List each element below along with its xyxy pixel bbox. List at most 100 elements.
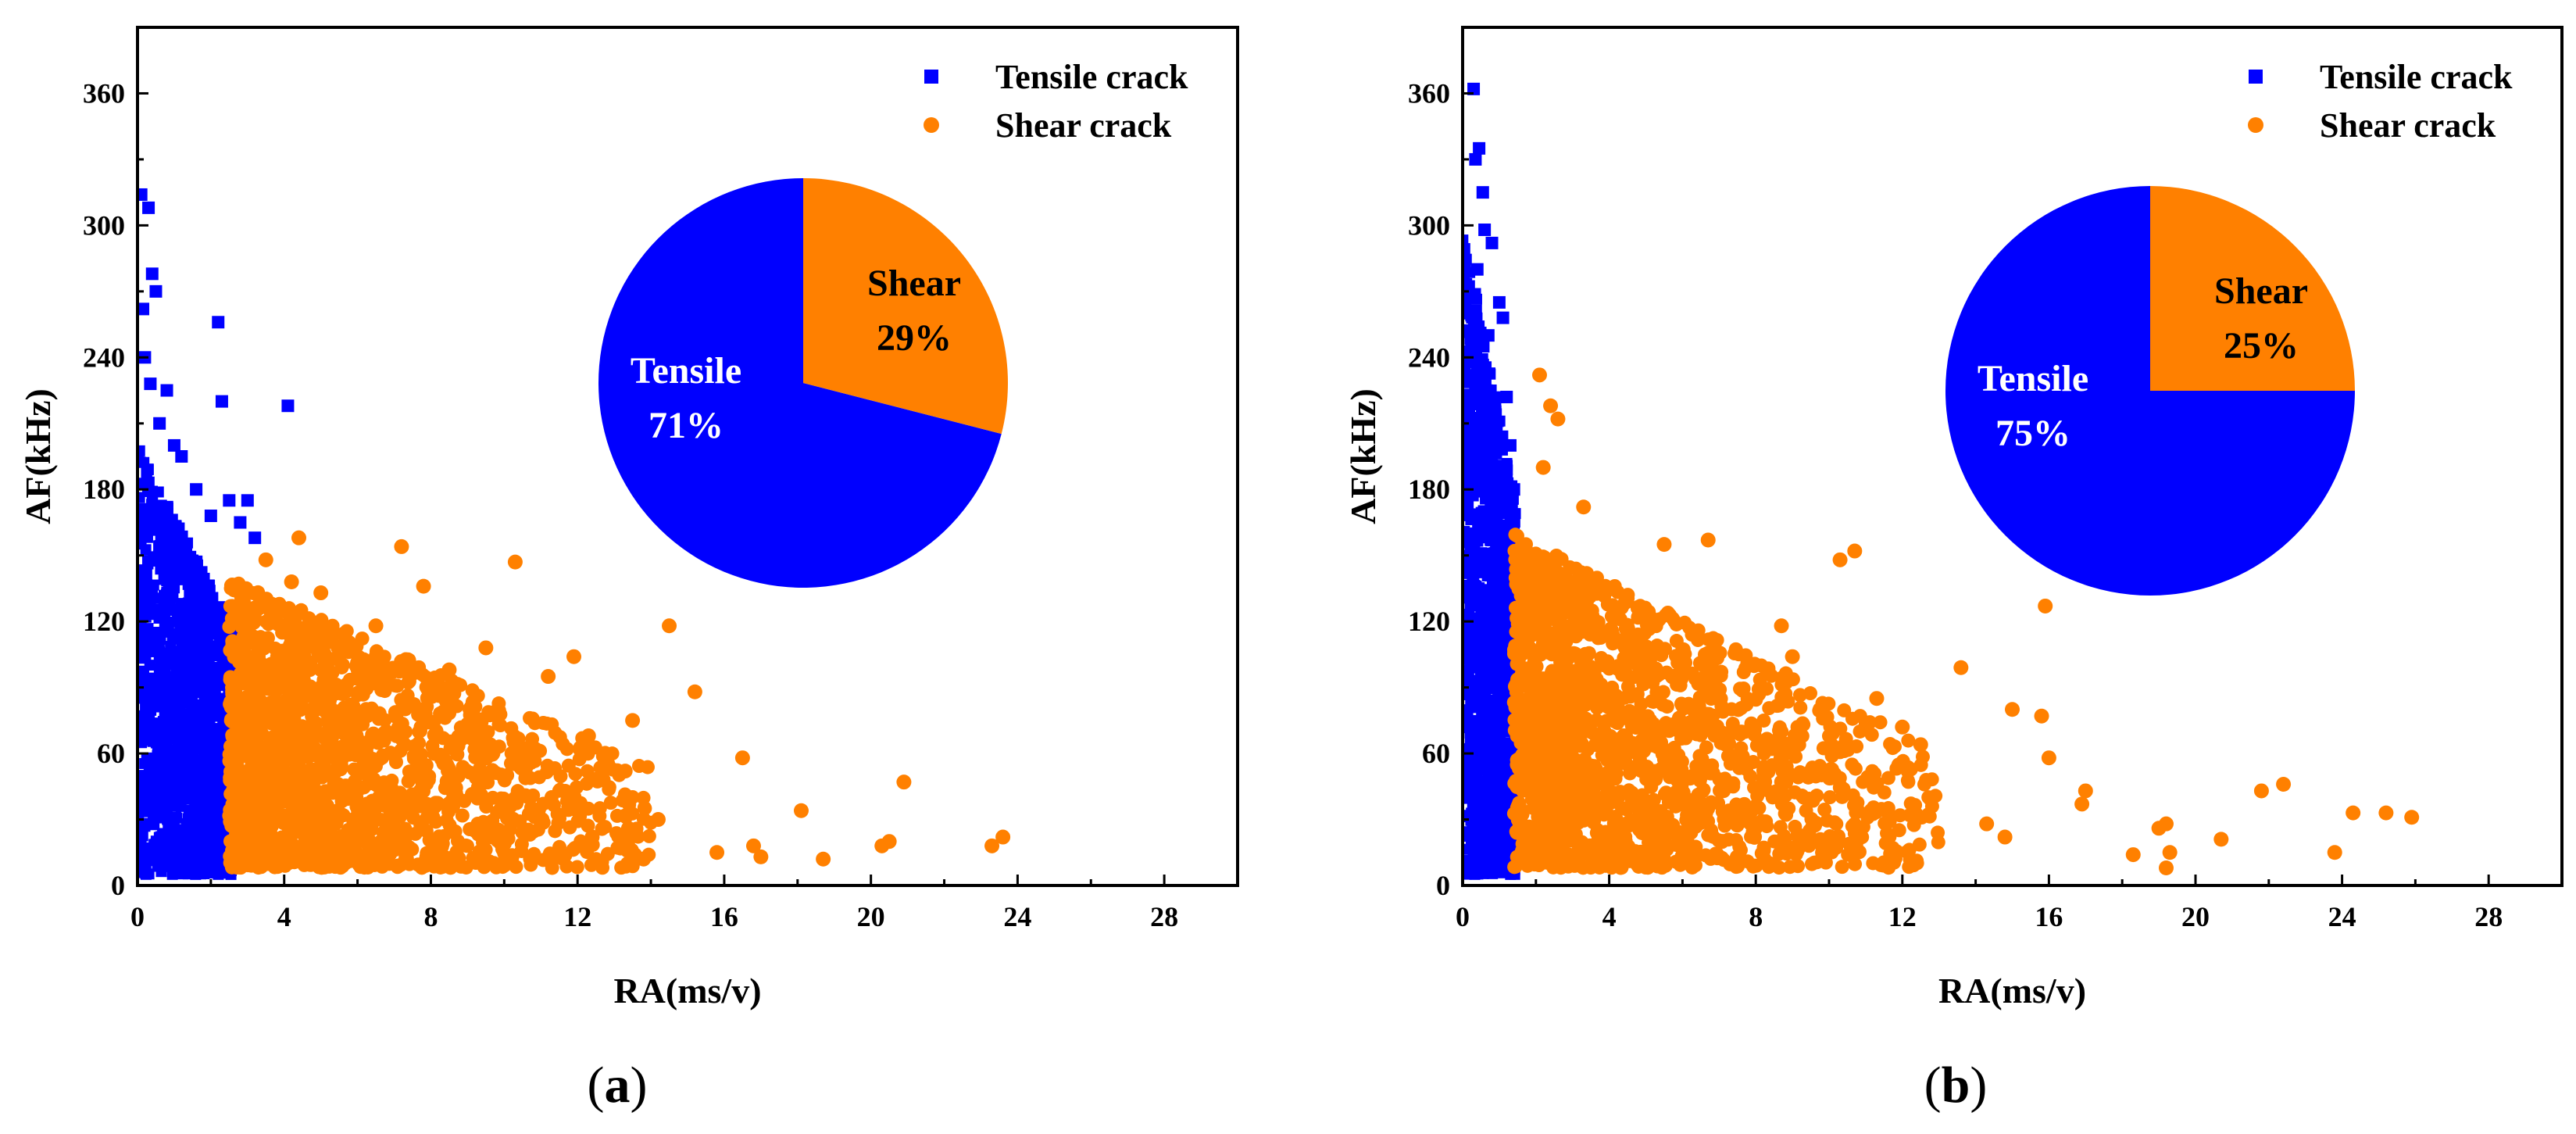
tensile-point xyxy=(145,704,157,716)
y-tick-label: 360 xyxy=(83,77,125,109)
tensile-point xyxy=(1470,431,1482,442)
x-tick-label: 16 xyxy=(710,901,738,932)
tensile-point xyxy=(166,616,178,628)
tensile-point xyxy=(1467,490,1479,502)
shear-point xyxy=(309,685,324,700)
tensile-point xyxy=(1463,854,1471,866)
shear-point xyxy=(225,729,240,744)
tensile-point xyxy=(138,737,148,749)
tensile-point xyxy=(1470,860,1482,871)
panel-a: 0 4 8 12 16 20 24 28060120180240300360RA(ms/v)A… xyxy=(18,26,1239,1114)
pie-slice-tensile xyxy=(598,178,1002,588)
tensile-point xyxy=(1463,722,1470,734)
shear-point xyxy=(503,756,518,771)
tensile-point xyxy=(175,800,187,812)
tensile-point xyxy=(1463,438,1474,450)
tensile-point xyxy=(163,513,174,524)
tensile-point xyxy=(223,494,236,507)
panel-b: 0 4 8 12 16 20 24 28060120180240300360RA(ms/v)A… xyxy=(1343,26,2563,1114)
tensile-point xyxy=(176,752,188,764)
shear-point xyxy=(222,753,237,768)
shear-point xyxy=(465,695,480,710)
shear-point xyxy=(288,770,303,785)
tensile-point xyxy=(167,438,180,452)
tensile-point xyxy=(141,752,152,764)
shear-point xyxy=(418,670,433,685)
tensile-point xyxy=(1467,587,1479,599)
tensile-point xyxy=(1468,867,1480,879)
tensile-point xyxy=(1492,416,1504,427)
tensile-point xyxy=(248,531,262,545)
tensile-point xyxy=(1463,778,1475,790)
tensile-point xyxy=(1473,641,1485,653)
shear-point xyxy=(584,857,598,872)
tensile-point xyxy=(169,648,180,660)
tensile-point xyxy=(153,757,165,768)
tensile-point xyxy=(204,803,216,815)
tensile-point xyxy=(1467,82,1481,95)
shear-point xyxy=(236,848,251,863)
y-tick-label: 240 xyxy=(83,342,125,373)
shear-point xyxy=(485,763,500,778)
x-tick-label: 4 xyxy=(277,901,291,932)
shear-point xyxy=(305,706,320,721)
tensile-point xyxy=(1497,835,1509,846)
shear-point xyxy=(349,848,364,863)
shear-point xyxy=(479,800,494,814)
tensile-point xyxy=(183,765,195,777)
tensile-point xyxy=(1463,712,1474,724)
tensile-point xyxy=(1463,324,1473,335)
tensile-point xyxy=(174,707,186,719)
tensile-point xyxy=(138,622,146,634)
tensile-point xyxy=(207,864,219,876)
tensile-point xyxy=(138,684,146,696)
shear-point xyxy=(613,841,628,856)
tensile-point xyxy=(153,417,166,430)
tensile-point xyxy=(142,792,154,803)
tensile-point xyxy=(1500,657,1512,669)
shear-point xyxy=(264,796,279,811)
tensile-point xyxy=(1476,703,1488,715)
shear-point xyxy=(296,628,311,643)
shear-point xyxy=(350,688,365,703)
tensile-point xyxy=(1463,525,1470,537)
shear-point xyxy=(330,811,345,826)
tensile-point xyxy=(1474,664,1486,675)
shear-point xyxy=(595,749,610,764)
shear-point xyxy=(881,834,897,850)
shear-point xyxy=(338,715,352,730)
shear-point xyxy=(242,831,257,846)
shear-point xyxy=(408,764,423,778)
tensile-point xyxy=(1463,640,1475,652)
shear-point xyxy=(442,817,457,832)
tensile-point xyxy=(176,865,188,877)
tensile-point xyxy=(1463,664,1471,676)
tensile-point xyxy=(183,678,195,689)
shear-point xyxy=(625,806,640,821)
tensile-point xyxy=(138,638,150,649)
tensile-point xyxy=(1470,745,1482,757)
tensile-point xyxy=(1480,374,1492,386)
shear-point xyxy=(312,621,327,635)
shear-point xyxy=(368,653,383,667)
shear-point xyxy=(283,638,298,653)
tensile-point xyxy=(138,830,148,842)
shear-point xyxy=(284,627,299,642)
tensile-point xyxy=(177,724,189,735)
shear-point xyxy=(469,856,484,871)
tensile-point xyxy=(139,775,151,787)
tensile-point xyxy=(138,580,149,592)
shear-point xyxy=(334,762,348,777)
shear-point xyxy=(412,724,427,739)
tensile-point xyxy=(138,492,145,503)
tensile-point xyxy=(152,768,164,780)
shear-point xyxy=(377,853,391,867)
tensile-point xyxy=(1487,721,1499,733)
shear-point xyxy=(369,778,384,792)
shear-point xyxy=(358,821,373,835)
tensile-point xyxy=(1488,549,1500,561)
tensile-point xyxy=(138,614,147,626)
tensile-point xyxy=(155,563,166,575)
shear-point xyxy=(404,794,419,809)
shear-point xyxy=(501,849,516,864)
